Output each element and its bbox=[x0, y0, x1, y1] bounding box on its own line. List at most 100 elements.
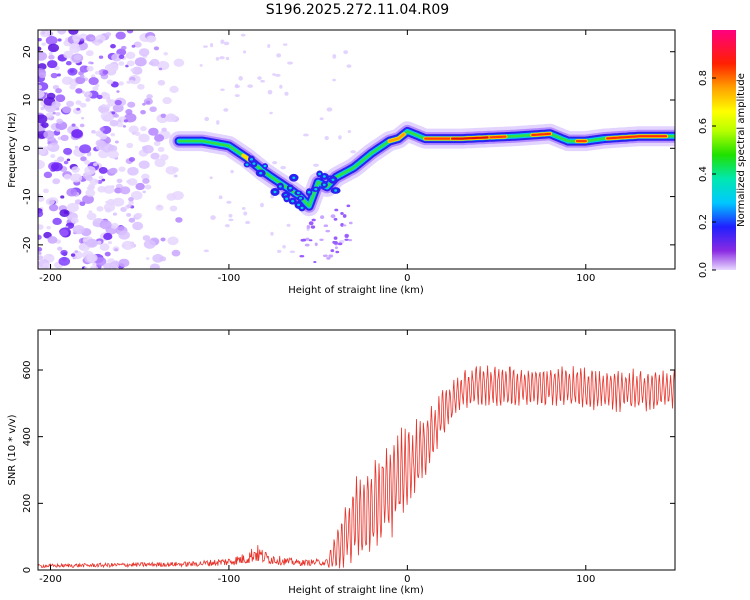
noise-blob bbox=[160, 113, 167, 118]
noise-blob bbox=[43, 171, 53, 179]
noise-blob bbox=[282, 43, 288, 46]
noise-blob bbox=[280, 165, 287, 170]
noise-blob bbox=[79, 74, 85, 79]
noise-blob bbox=[267, 89, 273, 95]
noise-blob bbox=[38, 46, 42, 52]
noise-blob bbox=[282, 244, 286, 249]
noise-blob bbox=[128, 125, 139, 134]
noise-blob bbox=[57, 30, 67, 35]
ridge-scatter bbox=[311, 218, 316, 222]
x-tick-label: -100 bbox=[218, 273, 241, 284]
noise-blob bbox=[128, 197, 134, 202]
noise-blob bbox=[84, 160, 91, 165]
noise-blob bbox=[89, 36, 95, 41]
noise-blob bbox=[204, 116, 210, 122]
noise-blob bbox=[56, 118, 63, 124]
snr-y-ticks: 0 200 400 600 bbox=[22, 360, 675, 573]
noise-blob bbox=[38, 255, 44, 261]
noise-blob bbox=[84, 165, 96, 175]
noise-blob bbox=[48, 204, 59, 212]
noise-blob bbox=[126, 30, 134, 34]
noise-blob bbox=[130, 68, 135, 72]
noise-blob bbox=[60, 195, 65, 199]
noise-blob bbox=[171, 190, 184, 201]
noise-blob bbox=[158, 67, 163, 71]
noise-blob bbox=[103, 202, 116, 212]
noise-blob bbox=[56, 73, 61, 77]
ridge-scatter bbox=[330, 249, 335, 253]
noise-blob bbox=[152, 254, 164, 263]
noise-blob bbox=[110, 132, 116, 137]
noise-blob bbox=[135, 182, 145, 191]
noise-blob bbox=[105, 104, 111, 109]
noise-blob bbox=[95, 130, 104, 137]
noise-blob bbox=[209, 176, 213, 180]
noise-blob bbox=[62, 106, 72, 114]
ridge-scatter bbox=[308, 221, 314, 226]
noise-blob bbox=[118, 258, 130, 268]
noise-blob bbox=[218, 195, 223, 200]
noise-blob bbox=[228, 218, 234, 222]
ridge-blob-core bbox=[288, 186, 292, 190]
noise-blob bbox=[230, 169, 234, 174]
noise-blob bbox=[71, 42, 78, 48]
noise-blob bbox=[109, 119, 119, 127]
noise-blob bbox=[46, 226, 51, 230]
noise-blob bbox=[38, 193, 42, 198]
noise-blob bbox=[118, 81, 124, 86]
ridge-scatter bbox=[342, 214, 347, 218]
spectrogram-x-ticks: -200 -100 0 100 bbox=[39, 30, 595, 284]
noise-blob bbox=[165, 165, 177, 175]
x-tick-label: 0 bbox=[404, 574, 410, 585]
y-tick-label: 20 bbox=[22, 45, 33, 58]
noise-blob bbox=[153, 140, 161, 147]
noise-blob bbox=[92, 262, 97, 266]
noise-blob bbox=[105, 200, 110, 204]
noise-blob bbox=[40, 106, 45, 111]
noise-blob bbox=[85, 97, 91, 102]
noise-blob bbox=[103, 232, 113, 241]
noise-blob bbox=[86, 65, 94, 72]
noise-blob bbox=[91, 74, 96, 78]
noise-blob bbox=[65, 60, 72, 66]
colorbar-tick-label: 0.4 bbox=[698, 166, 709, 182]
noise-blob bbox=[125, 109, 133, 115]
noise-blob bbox=[74, 145, 79, 149]
ridge-hot-core bbox=[531, 132, 552, 137]
noise-blob bbox=[126, 204, 132, 209]
noise-blob bbox=[80, 102, 87, 108]
ridge-blob-core bbox=[245, 163, 249, 166]
noise-blob bbox=[203, 249, 210, 253]
y-tick-label: -20 bbox=[22, 237, 33, 253]
noise-blobs bbox=[38, 30, 357, 269]
noise-blob bbox=[131, 66, 143, 75]
ridge-blob-core bbox=[252, 162, 256, 165]
ridge-blob-core bbox=[285, 197, 289, 200]
noise-blob bbox=[247, 84, 254, 88]
spectrogram-y-ticks: -20 -10 0 10 20 bbox=[22, 45, 675, 253]
noise-blob bbox=[118, 61, 125, 66]
noise-blob bbox=[117, 119, 122, 123]
noise-blob bbox=[71, 250, 83, 260]
noise-blob bbox=[98, 166, 108, 174]
x-tick-label: -100 bbox=[218, 574, 241, 585]
ridge-blob-core bbox=[259, 171, 263, 175]
y-tick-label: 200 bbox=[22, 494, 33, 513]
noise-blob bbox=[226, 200, 232, 204]
noise-blob bbox=[112, 212, 118, 216]
noise-blob bbox=[71, 123, 76, 127]
noise-blob bbox=[199, 64, 203, 67]
noise-blob bbox=[67, 67, 78, 76]
ridge-scatter bbox=[308, 239, 313, 242]
noise-blob bbox=[126, 212, 132, 217]
ridge-scatter bbox=[330, 214, 336, 219]
noise-blob bbox=[276, 53, 282, 58]
noise-blob bbox=[44, 92, 48, 95]
noise-blob bbox=[41, 122, 49, 128]
noise-blob bbox=[38, 72, 47, 79]
noise-blob bbox=[243, 50, 247, 54]
noise-blob bbox=[203, 45, 208, 48]
y-tick-label: 600 bbox=[22, 360, 33, 379]
noise-blob bbox=[70, 253, 76, 257]
ridge-scatter bbox=[334, 208, 339, 212]
